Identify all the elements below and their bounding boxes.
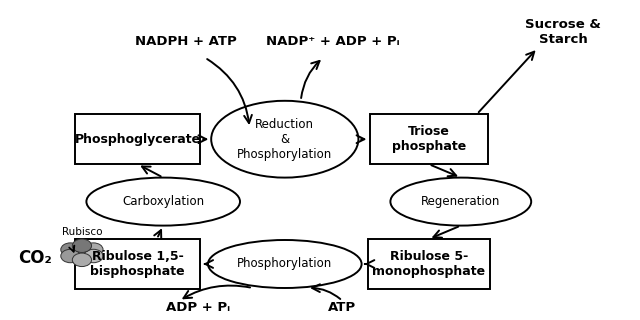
- Text: Triose
phosphate: Triose phosphate: [392, 125, 466, 153]
- Ellipse shape: [208, 240, 362, 288]
- Text: Carboxylation: Carboxylation: [122, 195, 204, 208]
- FancyBboxPatch shape: [368, 239, 490, 289]
- FancyBboxPatch shape: [76, 114, 200, 164]
- Text: Sucrose &
Starch: Sucrose & Starch: [525, 18, 601, 46]
- Ellipse shape: [61, 243, 80, 256]
- Text: Ribulose 1,5-
bisphosphate: Ribulose 1,5- bisphosphate: [90, 250, 185, 278]
- Ellipse shape: [86, 178, 240, 226]
- Text: Rubisco: Rubisco: [61, 227, 102, 237]
- Text: CO₂: CO₂: [19, 249, 52, 267]
- FancyBboxPatch shape: [370, 114, 488, 164]
- Text: Phosphoglycerate: Phosphoglycerate: [74, 133, 201, 146]
- Ellipse shape: [61, 249, 80, 263]
- Ellipse shape: [72, 253, 92, 267]
- Text: Regeneration: Regeneration: [421, 195, 500, 208]
- Ellipse shape: [84, 243, 103, 256]
- Ellipse shape: [84, 249, 103, 263]
- Text: Reduction
&
Phosphorylation: Reduction & Phosphorylation: [237, 118, 332, 161]
- Text: NADP⁺ + ADP + Pᵢ: NADP⁺ + ADP + Pᵢ: [266, 35, 399, 48]
- Ellipse shape: [211, 101, 358, 178]
- Ellipse shape: [72, 239, 92, 252]
- Text: Phosphorylation: Phosphorylation: [237, 258, 332, 270]
- Text: Ribulose 5-
monophosphate: Ribulose 5- monophosphate: [372, 250, 485, 278]
- Text: ADP + Pᵢ: ADP + Pᵢ: [166, 301, 230, 314]
- Ellipse shape: [390, 178, 531, 226]
- Text: ATP: ATP: [328, 301, 356, 314]
- FancyBboxPatch shape: [76, 239, 200, 289]
- Text: NADPH + ATP: NADPH + ATP: [135, 35, 236, 48]
